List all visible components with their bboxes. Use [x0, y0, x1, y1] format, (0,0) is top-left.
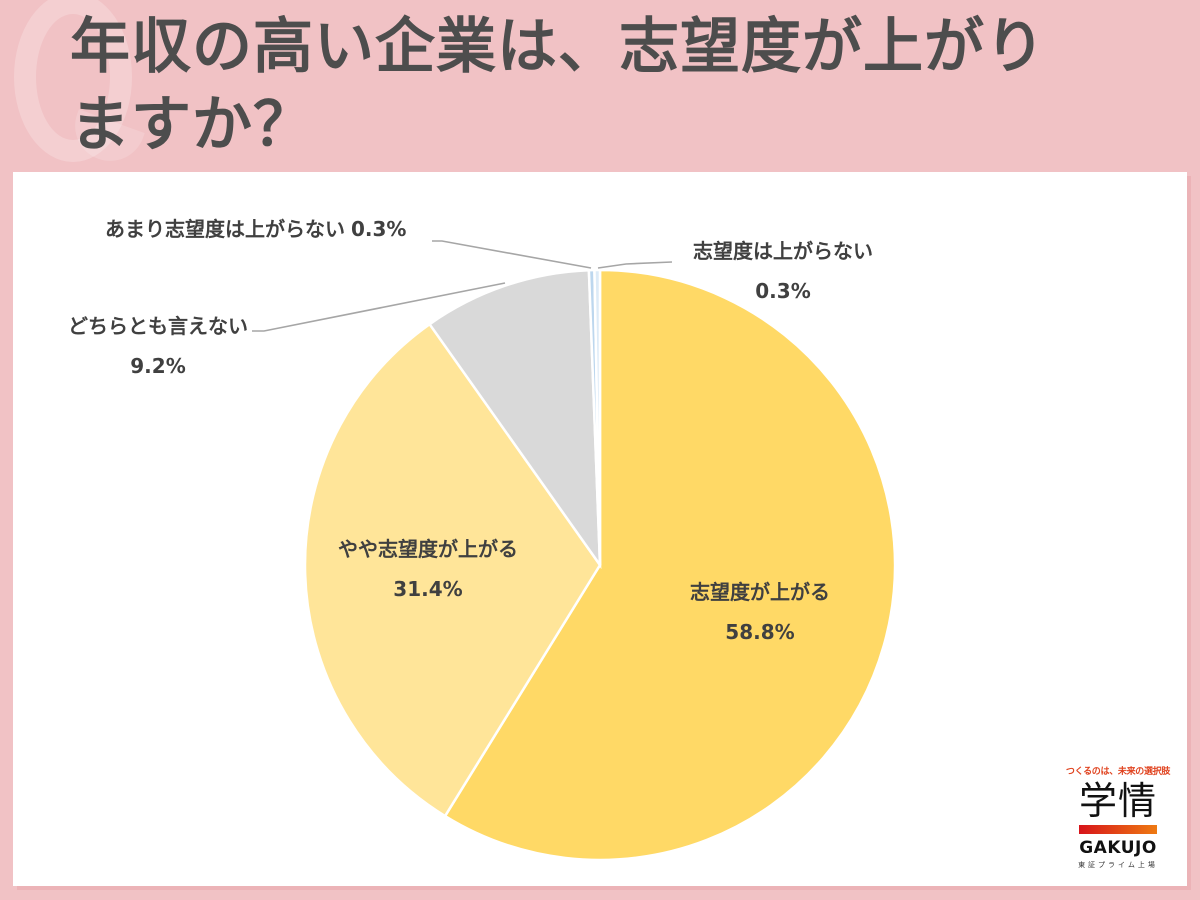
gakujo-logo: つくるのは、未来の選択肢 学情 GAKUJO 東証プライム上場: [1060, 764, 1176, 870]
label-value: 0.3%: [351, 217, 407, 241]
logo-name: GAKUJO: [1079, 838, 1157, 858]
logo-gradient-bar: [1079, 825, 1157, 834]
label-neutral: どちらとも言えない 9.2%: [62, 313, 254, 379]
label-value: 9.2%: [130, 354, 186, 378]
label-name: 志望度は上がらない: [693, 239, 873, 263]
slice-somewhat-increase: [303, 322, 602, 818]
leader-line-not: [597, 261, 673, 269]
label-not-increase: 志望度は上がらない 0.3%: [678, 238, 888, 304]
title-line-2: ますか？: [70, 90, 314, 160]
label-somewhat-increase: やや志望度が上がる 31.4%: [318, 536, 538, 602]
logo-tagline: つくるのは、未来の選択肢: [1065, 767, 1171, 777]
label-name: どちらとも言えない: [68, 314, 248, 338]
label-increase: 志望度が上がる 58.8%: [650, 579, 870, 645]
slice-neutral: [427, 268, 602, 570]
pie-slices: [303, 268, 897, 862]
page-title: 年収の高い企業は、志望度が上がり ますか？: [70, 8, 1150, 164]
label-name: 志望度が上がる: [690, 580, 830, 604]
label-value: 31.4%: [393, 577, 463, 601]
title-line-1: 年収の高い企業は、志望度が上がり: [70, 12, 1046, 82]
label-value: 58.8%: [725, 620, 795, 644]
label-value: 0.3%: [755, 279, 811, 303]
label-name: あまり志望度は上がらない: [105, 217, 345, 241]
label-slightly-not-increase: あまり志望度は上がらない 0.3%: [105, 216, 406, 242]
leader-lines: [252, 240, 673, 332]
label-name: やや志望度が上がる: [338, 537, 518, 561]
slice-increase: [443, 268, 897, 862]
logo-subtitle: 東証プライム上場: [1078, 861, 1158, 869]
leader-line-neutral: [252, 282, 506, 332]
logo-kanji: 学情: [1078, 779, 1157, 823]
slice-not-increase: [593, 268, 602, 566]
leader-line-slightly-not: [432, 240, 592, 269]
